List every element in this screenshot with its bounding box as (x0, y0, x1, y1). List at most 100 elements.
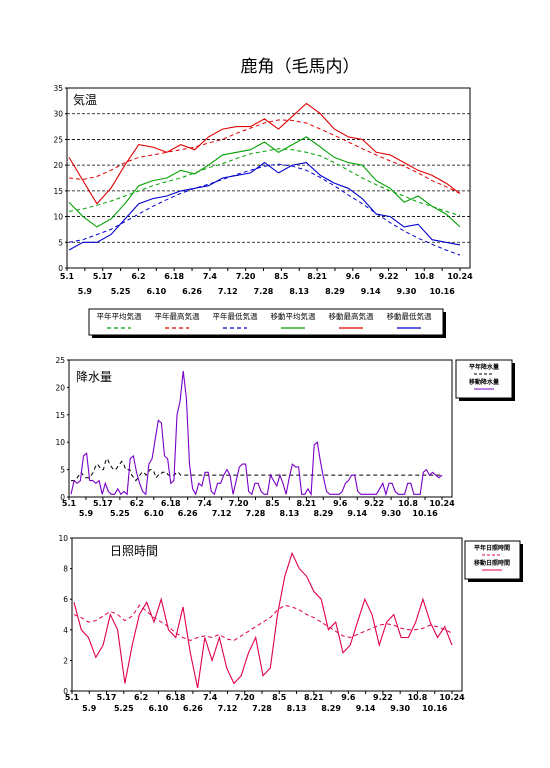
x-tick-label: 7.12 (218, 287, 238, 296)
y-tick-label: 0 (58, 264, 63, 273)
legend-label: 移動最低気温 (387, 311, 432, 321)
series-line-1 (68, 148, 461, 216)
x-tick-label: 9.30 (390, 704, 410, 713)
x-tick-label: 10.16 (422, 704, 448, 713)
x-tick-label: 6.18 (161, 499, 181, 508)
y-tick-label: 35 (53, 84, 63, 93)
x-tick-label: 9.22 (373, 693, 393, 702)
chart-title: 鹿角（毛馬内） (241, 57, 360, 77)
plot-frame-3 (71, 537, 463, 692)
x-tick-label: 6.26 (182, 287, 202, 296)
y-tick-label: 0 (60, 493, 65, 502)
legend-label: 移動最高気温 (329, 311, 374, 321)
y-tick-label: 10 (55, 438, 65, 447)
y-tick-label: 4 (63, 626, 68, 635)
x-tick-label: 7.4 (198, 499, 213, 508)
y-tick-label: 8 (63, 565, 68, 574)
plot-frame-2 (68, 359, 453, 498)
legend-label: 移動降水量 (469, 378, 499, 386)
y-tick-label: 10 (58, 534, 68, 543)
x-tick-label: 10.8 (414, 272, 434, 281)
x-tick-label: 9.14 (347, 509, 367, 518)
legend-label: 平年最高気温 (155, 311, 200, 321)
x-tick-label: 5.9 (82, 704, 97, 713)
x-tick-label: 10.8 (408, 693, 428, 702)
x-tick-label: 7.20 (229, 499, 249, 508)
x-tick-label: 5.1 (60, 272, 75, 281)
x-tick-label: 5.17 (97, 693, 117, 702)
x-tick-label: 8.21 (307, 272, 327, 281)
y-tick-label: 30 (53, 110, 63, 119)
legend-label: 平年平均気温 (97, 311, 142, 321)
y-tick-label: 25 (55, 356, 65, 365)
x-tick-label: 8.5 (265, 499, 280, 508)
x-tick-label: 6.10 (146, 287, 166, 296)
x-tick-label: 8.5 (272, 693, 287, 702)
y-tick-label: 0 (63, 687, 68, 696)
series-line-5 (68, 102, 461, 205)
x-tick-label: 6.2 (131, 272, 145, 281)
x-tick-label: 5.1 (62, 499, 77, 508)
y-tick-label: 6 (63, 595, 68, 604)
x-tick-label: 9.6 (346, 272, 361, 281)
x-tick-label: 10.8 (398, 499, 418, 508)
legend-box (464, 540, 521, 580)
x-tick-label: 7.20 (236, 272, 256, 281)
x-tick-label: 9.6 (341, 693, 356, 702)
x-tick-label: 10.16 (429, 287, 455, 296)
y-tick-label: 15 (53, 187, 63, 196)
x-tick-label: 8.21 (296, 499, 316, 508)
x-tick-label: 8.29 (325, 287, 345, 296)
x-tick-label: 6.18 (164, 272, 184, 281)
y-tick-label: 2 (63, 656, 68, 665)
legend-temperature: 平年平均気温 平年最高気温 平年最低気温 移動平均気温 移動最高気温 移動最低気温 (88, 308, 446, 338)
series-line-1 (73, 604, 453, 642)
series-line-2 (70, 370, 443, 497)
plot-frame-1 (66, 87, 471, 269)
series-line-6 (68, 161, 461, 251)
x-tick-label: 8.5 (274, 272, 289, 281)
x-tick-label: 7.20 (235, 693, 255, 702)
series-line-2 (73, 551, 453, 689)
x-tick-label: 9.14 (356, 704, 376, 713)
panel-title: 気温 (73, 92, 97, 107)
x-tick-label: 6.10 (148, 704, 168, 713)
x-tick-label: 10.24 (447, 272, 473, 281)
legend-label: 移動平均気温 (271, 311, 316, 321)
legend-label: 平年降水量 (469, 363, 499, 371)
x-tick-label: 5.9 (79, 509, 94, 518)
legend-label: 平年最低気温 (213, 311, 258, 321)
y-tick-label: 15 (55, 411, 65, 420)
x-tick-label: 7.4 (203, 272, 218, 281)
x-tick-label: 5.17 (93, 499, 113, 508)
series-line-4 (68, 136, 461, 228)
x-tick-label: 6.2 (134, 693, 148, 702)
x-tick-label: 8.29 (321, 704, 341, 713)
x-tick-label: 8.29 (313, 509, 333, 518)
x-tick-label: 10.24 (429, 499, 455, 508)
x-tick-label: 7.28 (246, 509, 266, 518)
y-tick-label: 5 (60, 466, 65, 475)
x-tick-label: 8.13 (280, 509, 300, 518)
x-tick-label: 6.10 (144, 509, 164, 518)
y-tick-label: 20 (55, 383, 65, 392)
x-tick-label: 8.13 (289, 287, 309, 296)
x-tick-label: 5.25 (114, 704, 134, 713)
x-tick-label: 7.12 (218, 704, 238, 713)
x-tick-label: 9.22 (364, 499, 384, 508)
x-tick-label: 9.14 (361, 287, 381, 296)
x-tick-label: 5.1 (65, 693, 80, 702)
x-tick-label: 5.9 (78, 287, 93, 296)
series-line-3 (68, 163, 461, 256)
x-tick-label: 9.22 (379, 272, 399, 281)
x-tick-label: 5.25 (110, 509, 130, 518)
y-tick-label: 20 (53, 161, 63, 170)
x-tick-label: 8.21 (304, 693, 324, 702)
x-tick-label: 7.28 (254, 287, 274, 296)
x-tick-label: 10.24 (439, 693, 465, 702)
x-tick-label: 5.17 (93, 272, 113, 281)
x-tick-label: 7.12 (212, 509, 232, 518)
